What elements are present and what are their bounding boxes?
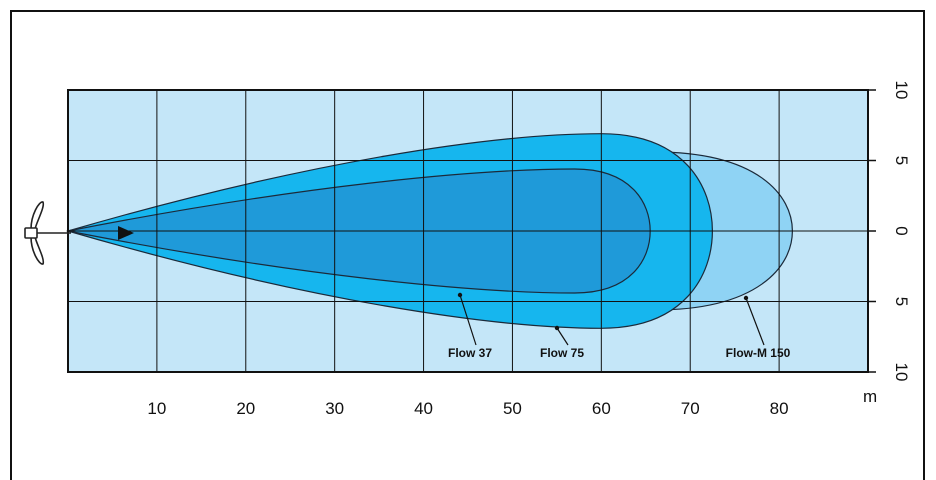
- x-tick-label: 20: [236, 399, 255, 418]
- leader-line-flow-37: [459, 294, 477, 346]
- y-tick-label: 10: [892, 363, 911, 382]
- series-label-flow-m-150: Flow-M 150: [726, 346, 791, 360]
- x-tick-label: 60: [592, 399, 611, 418]
- x-tick-label: 10: [147, 399, 166, 418]
- leader-line-flow-m-150: [745, 297, 765, 346]
- leader-dot-flow-37: [457, 292, 463, 298]
- x-tick-label: 40: [414, 399, 433, 418]
- series-label-flow-75: Flow 75: [540, 346, 584, 360]
- x-tick-label: 50: [503, 399, 522, 418]
- leader-dot-flow-m-150: [743, 295, 749, 301]
- x-tick-label: 80: [770, 399, 789, 418]
- y-tick-label: 0: [892, 226, 911, 235]
- leader-dot-flow-75: [554, 325, 560, 331]
- x-axis-unit-label: m: [863, 387, 877, 406]
- direction-arrow-icon: [118, 226, 134, 240]
- leader-line-flow-75: [556, 327, 569, 346]
- x-tick-label: 70: [681, 399, 700, 418]
- y-tick-label: 5: [892, 297, 911, 306]
- y-tick-label: 10: [892, 81, 911, 100]
- x-tick-label: 30: [325, 399, 344, 418]
- figure-frame: [10, 10, 925, 480]
- y-tick-label: 5: [892, 156, 911, 165]
- propeller-icon: [24, 201, 71, 265]
- series-label-flow-37: Flow 37: [448, 346, 492, 360]
